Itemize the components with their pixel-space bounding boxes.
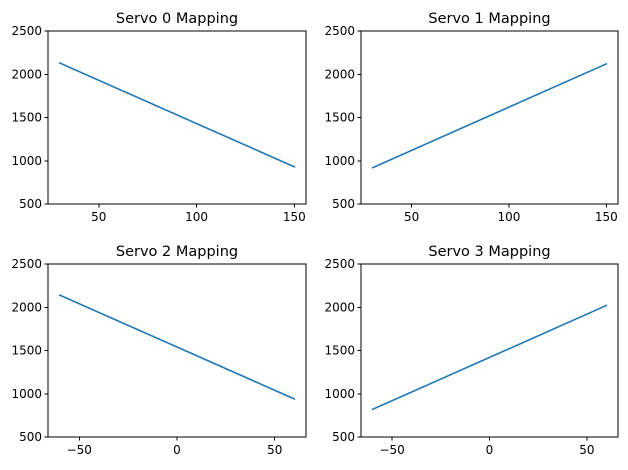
x-tick-label: 0: [486, 443, 494, 457]
x-tick-label: 50: [91, 210, 106, 224]
x-tick-label: 100: [185, 210, 208, 224]
x-tick-label: 0: [173, 443, 181, 457]
y-tick-label: 1000: [324, 387, 355, 401]
y-tick-label: 1000: [11, 154, 42, 168]
x-tick-label: 150: [595, 210, 618, 224]
x-tick-label: 50: [267, 443, 282, 457]
y-tick-label: 2000: [324, 300, 355, 314]
x-tick-label: 50: [579, 443, 594, 457]
y-tick-label: 500: [19, 430, 42, 444]
y-tick-label: 2500: [11, 257, 42, 271]
chart-title: Servo 1 Mapping: [428, 11, 550, 27]
subplot-1: Servo 1 Mapping 500 1000 1500 2000 2500 50 100 1…: [324, 11, 619, 224]
y-tick-label: 500: [19, 197, 42, 211]
series-line-0: [371, 304, 608, 411]
y-tick-label: 2000: [324, 67, 355, 81]
chart-title: Servo 2 Mapping: [116, 244, 238, 260]
y-tick-label: 1500: [324, 344, 355, 358]
y-tick-label: 1000: [324, 154, 355, 168]
axes-frame: [360, 263, 619, 438]
chart-title: Servo 3 Mapping: [428, 244, 550, 260]
series-line-0: [58, 61, 296, 168]
subplot-0: Servo 0 Mapping 500 1000 1500 2000 2500 50 100 1…: [11, 11, 307, 224]
axes-frame: [47, 263, 307, 438]
y-tick-label: 1000: [11, 387, 42, 401]
series-line-0: [58, 294, 296, 400]
y-tick-label: 2500: [324, 257, 355, 271]
axes-frame: [47, 30, 307, 205]
x-tick-label: 100: [498, 210, 521, 224]
y-tick-label: 2500: [324, 24, 355, 38]
subplot-2: Servo 2 Mapping 500 1000 1500 2000 2500 −50 0 50: [11, 244, 307, 457]
x-tick-label: −50: [379, 443, 404, 457]
y-tick-label: 2500: [11, 24, 42, 38]
y-tick-label: 500: [332, 430, 355, 444]
y-tick-label: 1500: [324, 111, 355, 125]
y-tick-label: 500: [332, 197, 355, 211]
y-tick-label: 1500: [11, 111, 42, 125]
y-tick-label: 1500: [11, 344, 42, 358]
y-tick-label: 2000: [11, 300, 42, 314]
series-line-0: [371, 62, 608, 169]
x-tick-label: −50: [67, 443, 92, 457]
x-tick-label: 50: [404, 210, 419, 224]
axes-frame: [360, 30, 619, 205]
chart-title: Servo 0 Mapping: [116, 11, 238, 27]
subplot-3: Servo 3 Mapping 500 1000 1500 2000 2500 −50 0 50: [324, 244, 619, 457]
x-tick-label: 150: [283, 210, 306, 224]
y-tick-label: 2000: [11, 67, 42, 81]
